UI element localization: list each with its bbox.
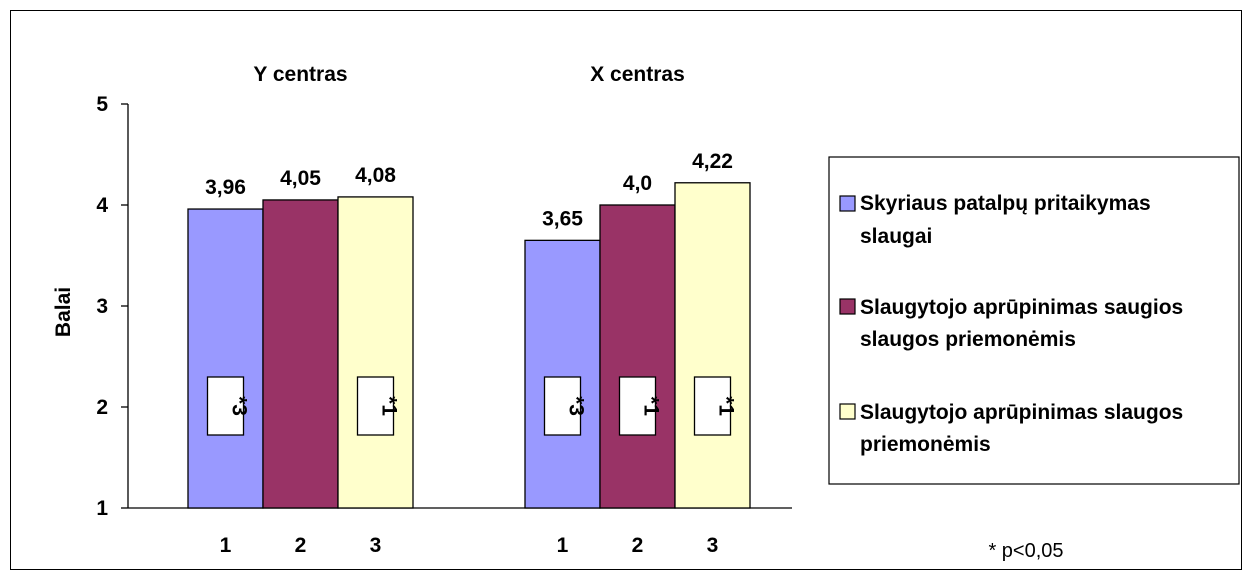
x-tick-label: 1	[220, 534, 232, 557]
significance-label: *1	[378, 396, 401, 416]
bar	[524, 239, 601, 509]
legend-label: Slaugytojo aprūpinimas slaugos	[860, 401, 1183, 424]
bar-value-label: 4,08	[355, 164, 396, 187]
x-tick-label: 3	[370, 534, 382, 557]
bar-value-label: 4,05	[280, 167, 321, 190]
x-tick-label: 2	[295, 534, 307, 557]
bar-value-label: 3,65	[542, 207, 583, 230]
legend-swatch	[839, 195, 856, 212]
legend-box	[828, 156, 1240, 485]
significance-box	[618, 376, 657, 436]
significance-label: *1	[715, 396, 738, 416]
y-tick-label: 4	[96, 194, 108, 217]
bar	[262, 199, 339, 509]
significance-label: *1	[640, 396, 663, 416]
legend-swatch	[839, 298, 856, 315]
bar-value-label: 4,22	[692, 150, 733, 173]
legend-swatch	[839, 403, 856, 420]
y-tick-label: 1	[96, 497, 108, 520]
legend: Skyriaus patalpų pritaikymas slaugai Slaug…	[828, 156, 1240, 485]
legend-label: Slaugytojo aprūpinimas saugios	[860, 296, 1183, 319]
y-axis-label: Balai	[52, 287, 75, 337]
bar	[599, 204, 676, 509]
y-tick-label: 2	[96, 396, 108, 419]
group-title: Y centras	[253, 63, 347, 86]
x-tick-label: 3	[707, 534, 719, 557]
y-tick-label: 5	[96, 93, 108, 116]
legend-label: Skyriaus patalpų pritaikymas	[860, 192, 1151, 215]
labels: Y centras 3,96 1 *3 4,05 2 4,08 3 *1 X centras 3,6…	[205, 63, 737, 557]
bar	[674, 182, 751, 509]
significance-box	[356, 376, 395, 436]
legend-label: slaugai	[860, 225, 932, 248]
bar-value-label: 3,96	[205, 176, 246, 199]
significance-label: *3	[228, 396, 251, 416]
significance-box	[543, 376, 582, 436]
significance-box	[206, 376, 245, 436]
bar	[187, 208, 264, 509]
x-tick-label: 2	[632, 534, 644, 557]
significance-note: * p<0,05	[988, 540, 1063, 562]
x-tick-label: 1	[557, 534, 569, 557]
bar-value-label: 4,0	[623, 172, 652, 195]
legend-label: slaugos priemonėmis	[860, 328, 1076, 351]
bar	[337, 196, 414, 509]
y-tick-label: 3	[96, 295, 108, 318]
significance-label: *3	[565, 396, 588, 416]
bars	[187, 182, 751, 509]
group-title: X centras	[590, 63, 685, 86]
legend-label: priemonėmis	[860, 433, 991, 456]
significance-box	[693, 376, 732, 436]
